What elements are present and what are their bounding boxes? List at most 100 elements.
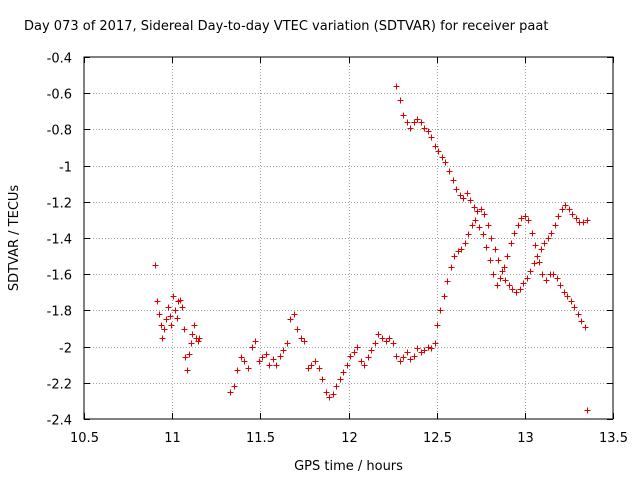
data-point <box>573 215 580 222</box>
data-point <box>513 289 520 296</box>
data-point <box>249 344 256 351</box>
y-tick-label: -0.4 <box>47 52 72 67</box>
data-point <box>400 112 407 119</box>
data-point <box>529 230 536 237</box>
y-tick-label: -1.4 <box>47 233 72 248</box>
data-point <box>184 367 191 374</box>
data-point <box>580 219 587 226</box>
data-point <box>414 345 421 352</box>
data-point <box>453 186 460 193</box>
data-point <box>316 365 323 372</box>
grid <box>84 57 613 419</box>
data-point <box>490 271 497 278</box>
data-point <box>515 222 522 229</box>
data-point <box>393 83 400 90</box>
y-tick-label: -2.4 <box>47 414 72 429</box>
data-point <box>524 275 531 282</box>
data-point <box>263 351 270 358</box>
data-point <box>548 230 555 237</box>
data-point <box>418 119 425 126</box>
data-point <box>291 311 298 318</box>
data-point <box>559 206 566 213</box>
data-point <box>474 208 481 215</box>
data-point <box>161 326 168 333</box>
data-point <box>168 322 175 329</box>
x-tick-label: 13.5 <box>599 431 628 446</box>
y-tick-label: -0.6 <box>47 88 72 103</box>
data-point <box>186 351 193 358</box>
data-point <box>284 340 291 347</box>
x-axis-label: GPS time / hours <box>294 459 403 474</box>
data-point <box>181 326 188 333</box>
x-tick-label: 12.5 <box>423 431 452 446</box>
data-point <box>432 340 439 347</box>
data-point <box>404 349 411 356</box>
data-point <box>555 213 562 220</box>
data-point <box>532 242 539 249</box>
data-point <box>472 217 479 224</box>
data-point <box>196 335 203 342</box>
data-point <box>379 335 386 342</box>
data-point <box>170 293 177 300</box>
data-point <box>411 119 418 126</box>
data-point <box>266 362 273 369</box>
x-tick-label: 12 <box>341 431 358 446</box>
data-point <box>469 222 476 229</box>
data-point <box>504 253 511 260</box>
data-point <box>404 119 411 126</box>
data-point <box>330 391 337 398</box>
data-point <box>480 231 487 238</box>
data-point <box>323 389 330 396</box>
x-tick-label: 11.5 <box>246 431 275 446</box>
data-point <box>421 347 428 354</box>
y-tick-label: -2.2 <box>47 378 72 393</box>
data-point <box>435 148 442 155</box>
data-point <box>439 154 446 161</box>
data-point <box>462 240 469 247</box>
data-point <box>179 304 186 311</box>
data-point <box>446 168 453 175</box>
data-point <box>541 240 548 247</box>
data-point <box>365 354 372 361</box>
data-point <box>252 338 259 345</box>
data-point <box>584 217 591 224</box>
data-point <box>241 358 248 365</box>
data-point <box>390 340 397 347</box>
data-point <box>499 268 506 275</box>
data-point <box>448 264 455 271</box>
data-point <box>561 289 568 296</box>
data-point <box>492 246 499 253</box>
data-point <box>584 407 591 414</box>
data-point <box>534 253 541 260</box>
y-tick-label: -1.2 <box>47 197 72 212</box>
data-point <box>319 376 326 383</box>
data-point <box>280 347 287 354</box>
data-point <box>159 335 166 342</box>
data-point <box>562 202 569 209</box>
x-tick-label: 11 <box>164 431 181 446</box>
data-point <box>564 293 571 300</box>
data-point <box>434 322 441 329</box>
data-point <box>501 264 508 271</box>
data-point <box>481 211 488 218</box>
data-point <box>163 316 170 323</box>
data-point <box>308 362 315 369</box>
data-point <box>518 215 525 222</box>
data-point <box>270 356 277 363</box>
data-point <box>487 257 494 264</box>
data-point <box>509 286 516 293</box>
data-point <box>488 235 495 242</box>
data-point <box>527 268 534 275</box>
data-point <box>569 211 576 218</box>
data-point <box>354 344 361 351</box>
data-point <box>578 318 585 325</box>
data-point <box>361 362 368 369</box>
data-point <box>344 362 351 369</box>
data-point <box>539 271 546 278</box>
y-tick-label: -1.6 <box>47 269 72 284</box>
data-point <box>425 344 432 351</box>
data-point <box>437 307 444 314</box>
data-point <box>407 125 414 132</box>
data-point <box>506 282 513 289</box>
